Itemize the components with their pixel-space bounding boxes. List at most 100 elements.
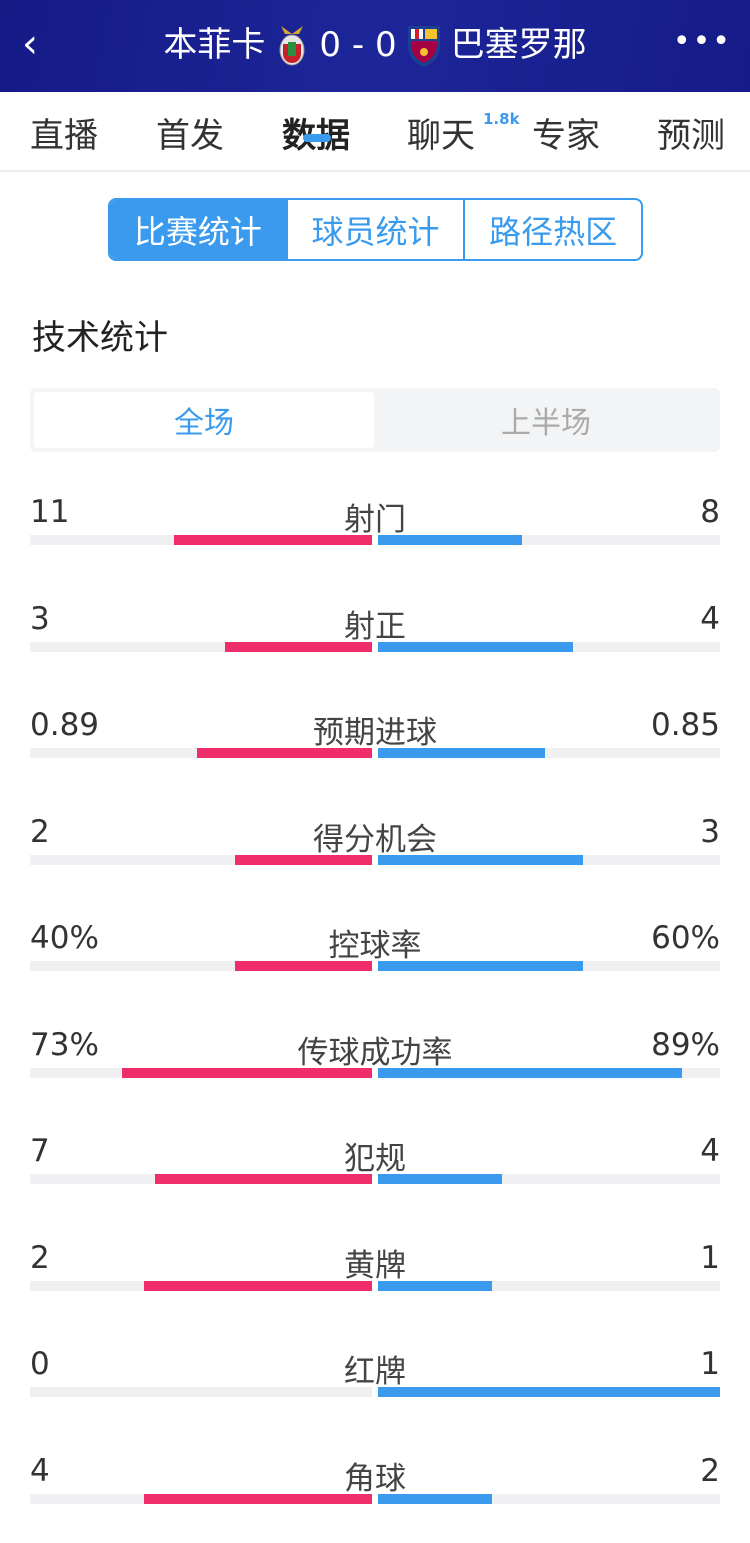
- period-switch: 全场 上半场: [30, 388, 720, 452]
- stat-label: 控球率: [328, 928, 422, 964]
- home-bar-track: [30, 1387, 372, 1397]
- tab-chat[interactable]: 聊天: [407, 116, 475, 156]
- stat-label: 射门: [344, 502, 406, 538]
- period-first-half[interactable]: 上半场: [501, 406, 591, 441]
- away-bar-track: [378, 535, 720, 545]
- home-value: 4: [30, 1452, 50, 1489]
- away-bar-track: [378, 1387, 720, 1397]
- away-value: 4: [700, 1133, 720, 1169]
- away-bar-track: [378, 1280, 720, 1291]
- home-value: 40%: [30, 920, 99, 956]
- stat-row: 4 角球 2: [0, 1453, 750, 1543]
- more-dots-icon[interactable]: •••: [672, 24, 732, 59]
- home-value: 2: [30, 813, 50, 850]
- away-value: 1: [700, 1346, 720, 1382]
- home-value: 2: [30, 1239, 50, 1276]
- benfica-crest-icon: [279, 26, 305, 66]
- tab-experts[interactable]: 专家: [532, 116, 600, 156]
- home-value: 0: [30, 1346, 50, 1382]
- stat-label: 黄牌: [344, 1247, 406, 1284]
- stat-row: 2 黄牌 1: [0, 1240, 750, 1330]
- stats-segment-control: 比赛统计 球员统计 路径热区: [108, 198, 643, 261]
- away-bar-track: [378, 748, 720, 758]
- home-value: 3: [30, 600, 50, 637]
- tab-data[interactable]: 数据: [282, 108, 350, 157]
- segment-heatmap[interactable]: 路径热区: [463, 200, 641, 259]
- segment-player-stats[interactable]: 球员统计: [285, 200, 464, 259]
- away-value: 89%: [651, 1026, 720, 1063]
- away-bar: [378, 854, 584, 865]
- away-team-name: 巴塞罗那: [450, 25, 587, 65]
- stat-label: 红牌: [344, 1354, 406, 1390]
- away-value: 3: [700, 813, 720, 850]
- home-bar-track: [30, 1174, 372, 1184]
- segment-match-stats[interactable]: 比赛统计: [110, 200, 286, 259]
- away-value: 60%: [651, 920, 720, 956]
- away-bar: [378, 535, 522, 545]
- stat-row: 73% 传球成功率 89%: [0, 1027, 750, 1117]
- chat-count-badge: 1.8k: [483, 110, 520, 128]
- home-bar-track: [30, 748, 372, 758]
- home-bar-track: [30, 535, 372, 545]
- away-bar-track: [378, 1493, 720, 1504]
- away-bar: [378, 1493, 492, 1504]
- away-value: 0.85: [650, 707, 720, 743]
- away-bar: [378, 641, 574, 652]
- home-bar-track: [30, 641, 372, 652]
- stat-row: 3 射正 4: [0, 601, 750, 691]
- home-value: 73%: [30, 1026, 99, 1063]
- stat-row: 0 红牌 1: [0, 1346, 750, 1436]
- away-bar: [378, 748, 545, 758]
- away-bar-track: [378, 1174, 720, 1184]
- away-value: 1: [700, 1239, 720, 1276]
- away-value: 8: [700, 494, 720, 530]
- active-tab-indicator: [303, 134, 331, 142]
- away-bar: [378, 961, 584, 971]
- home-bar: [196, 748, 372, 758]
- stat-label: 射正: [344, 608, 406, 645]
- chevron-left-icon[interactable]: ‹: [22, 21, 38, 67]
- match-tabs: 直播 首发 数据 聊天 专家 预测: [0, 92, 750, 172]
- home-bar-track: [30, 961, 372, 971]
- home-bar: [225, 641, 372, 652]
- stat-row: 0.89 预期进球 0.85: [0, 707, 750, 797]
- away-bar-track: [378, 1067, 720, 1078]
- match-score: 本菲卡 0 - 0 巴塞罗那: [0, 22, 750, 68]
- home-value: 7: [30, 1133, 50, 1169]
- tab-lineup[interactable]: 首发: [156, 116, 224, 156]
- away-bar-track: [378, 961, 720, 971]
- home-team-name: 本菲卡: [163, 25, 266, 65]
- away-value: 2: [700, 1452, 720, 1489]
- home-bar: [122, 1067, 372, 1078]
- away-bar: [378, 1067, 683, 1078]
- home-bar-track: [30, 1067, 372, 1078]
- away-bar: [378, 1280, 492, 1291]
- score: 0 - 0: [319, 25, 397, 65]
- stat-row: 2 得分机会 3: [0, 814, 750, 904]
- away-bar: [378, 1387, 720, 1397]
- stat-label: 得分机会: [313, 821, 437, 858]
- stat-label: 犯规: [344, 1141, 406, 1177]
- home-bar: [154, 1174, 372, 1184]
- barcelona-crest-icon: [407, 26, 440, 67]
- away-bar: [378, 1174, 503, 1184]
- section-title: 技术统计: [32, 318, 168, 358]
- home-bar-track: [30, 1493, 372, 1504]
- tab-predict[interactable]: 预测: [657, 116, 725, 156]
- away-bar-track: [378, 641, 720, 652]
- away-bar-track: [378, 854, 720, 865]
- match-header: ‹ 本菲卡 0 - 0 巴塞罗那 •••: [0, 0, 750, 92]
- stat-label: 角球: [344, 1460, 406, 1497]
- home-value: 11: [30, 494, 70, 530]
- home-value: 0.89: [30, 707, 100, 743]
- home-bar: [143, 1493, 372, 1504]
- stat-row: 11 射门 8: [0, 494, 750, 584]
- period-full-match[interactable]: 全场: [34, 392, 374, 448]
- home-bar: [235, 961, 372, 971]
- stat-row: 7 犯规 4: [0, 1133, 750, 1223]
- home-bar: [173, 535, 372, 545]
- tab-live[interactable]: 直播: [30, 116, 98, 156]
- away-value: 4: [700, 600, 720, 637]
- home-bar-track: [30, 854, 372, 865]
- stat-row: 40% 控球率 60%: [0, 920, 750, 1010]
